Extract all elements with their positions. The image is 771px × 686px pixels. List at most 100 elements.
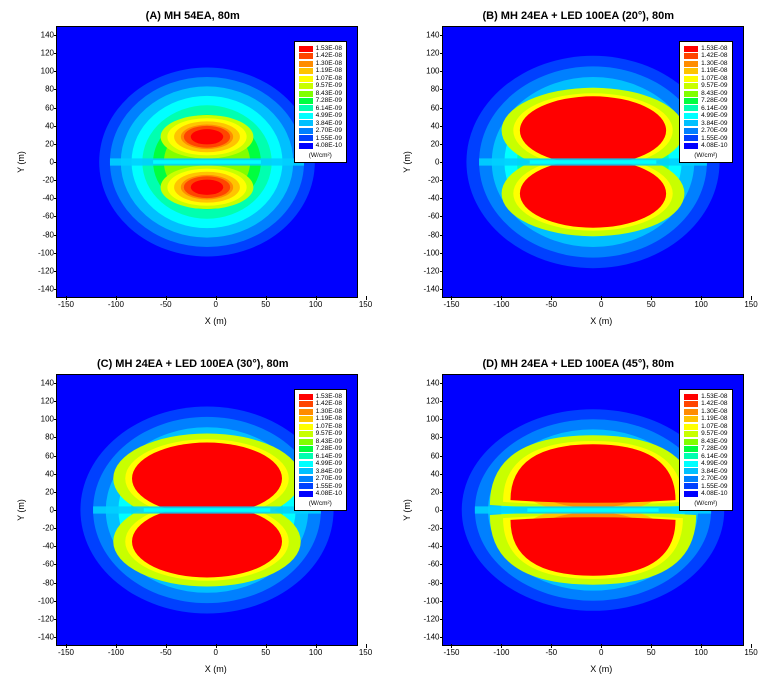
legend-row: 1.07E-08 (684, 75, 727, 82)
panel-D: (D) MH 24EA + LED 100EA (45°), 80m Y (m)… (396, 358, 762, 676)
legend-swatch (684, 91, 698, 97)
x-tick-label: -50 (546, 648, 558, 657)
heatmap-plot: 1.53E-08 1.42E-08 1.30E-08 1.19E-08 1.07… (56, 26, 358, 298)
legend-value: 1.30E-08 (316, 60, 342, 67)
legend-value: 8.43E-09 (701, 90, 727, 97)
legend-row: 1.42E-08 (684, 52, 727, 59)
legend-row: 1.30E-08 (299, 408, 342, 415)
x-tick-label: 0 (214, 648, 218, 657)
y-tick-label: -100 (410, 596, 440, 605)
x-tick-label: 100 (694, 300, 707, 309)
legend-swatch (684, 143, 698, 149)
legend-swatch (684, 439, 698, 445)
legend-swatch (299, 446, 313, 452)
legend-swatch (684, 61, 698, 67)
legend-row: 7.28E-09 (684, 97, 727, 104)
x-tick-label: 50 (647, 300, 656, 309)
y-tick-label: 0 (410, 506, 440, 515)
legend-swatch (684, 394, 698, 400)
legend-value: 8.43E-09 (701, 438, 727, 445)
y-tick-label: -60 (410, 560, 440, 569)
x-tick-label: 0 (214, 300, 218, 309)
legend-row: 1.55E-09 (299, 135, 342, 142)
y-tick-label: 20 (24, 487, 54, 496)
y-tick-label: 40 (410, 469, 440, 478)
legend-row: 2.70E-09 (684, 475, 727, 482)
x-tick-label: -100 (493, 300, 509, 309)
y-tick-label: 100 (410, 415, 440, 424)
legend-row: 4.99E-09 (299, 460, 342, 467)
legend-value: 1.19E-08 (701, 415, 727, 422)
legend-swatch (684, 446, 698, 452)
panel-A: (A) MH 54EA, 80m Y (m) -140-120-100-80-6… (10, 10, 376, 328)
legend-row: 1.53E-08 (299, 45, 342, 52)
legend-swatch (299, 128, 313, 134)
legend-swatch (299, 53, 313, 59)
legend-row: 2.70E-09 (299, 127, 342, 134)
x-tick-label: 50 (647, 648, 656, 657)
y-tick-label: 0 (410, 158, 440, 167)
panel-B: (B) MH 24EA + LED 100EA (20°), 80m Y (m)… (396, 10, 762, 328)
legend-value: 1.53E-08 (316, 45, 342, 52)
legend-swatch (684, 46, 698, 52)
legend-value: 1.53E-08 (316, 393, 342, 400)
legend-swatch (684, 83, 698, 89)
x-tick-label: 100 (309, 300, 322, 309)
legend-value: 7.28E-09 (701, 97, 727, 104)
legend-swatch (684, 98, 698, 104)
legend-row: 2.70E-09 (299, 475, 342, 482)
legend-value: 1.42E-08 (701, 400, 727, 407)
x-tick-label: 150 (359, 300, 372, 309)
colorbar-legend: 1.53E-08 1.42E-08 1.30E-08 1.19E-08 1.07… (294, 41, 347, 163)
legend-swatch (684, 416, 698, 422)
legend-swatch (684, 68, 698, 74)
y-tick-label: -100 (24, 596, 54, 605)
legend-row: 1.07E-08 (299, 423, 342, 430)
legend-row: 1.42E-08 (684, 400, 727, 407)
legend-value: 4.99E-09 (316, 112, 342, 119)
legend-value: 1.42E-08 (316, 400, 342, 407)
x-ticks: -150-100-50050100150 (56, 648, 376, 660)
legend-value: 1.30E-08 (316, 408, 342, 415)
x-tick-label: -150 (58, 648, 74, 657)
legend-swatch (684, 453, 698, 459)
x-tick-label: 50 (261, 648, 270, 657)
y-tick-label: 100 (410, 67, 440, 76)
legend-value: 9.57E-09 (316, 430, 342, 437)
legend-row: 7.28E-09 (299, 97, 342, 104)
y-tick-label: 0 (24, 506, 54, 515)
x-axis-label: X (m) (205, 664, 227, 674)
legend-row: 9.57E-09 (299, 430, 342, 437)
legend-value: 1.07E-08 (701, 423, 727, 430)
legend-row: 1.55E-09 (299, 483, 342, 490)
legend-row: 4.99E-09 (299, 112, 342, 119)
legend-swatch (684, 135, 698, 141)
legend-value: 1.30E-08 (701, 408, 727, 415)
legend-row: 4.08E-10 (299, 490, 342, 497)
y-tick-label: 120 (24, 397, 54, 406)
legend-swatch (299, 476, 313, 482)
legend-row: 4.08E-10 (684, 490, 727, 497)
legend-unit: (W/cm²) (299, 500, 342, 507)
legend-row: 1.07E-08 (684, 423, 727, 430)
legend-value: 1.19E-08 (316, 67, 342, 74)
legend-row: 3.84E-09 (684, 120, 727, 127)
y-tick-label: -20 (410, 176, 440, 185)
legend-swatch (684, 468, 698, 474)
legend-swatch (299, 424, 313, 430)
legend-row: 4.99E-09 (684, 460, 727, 467)
legend-value: 3.84E-09 (316, 468, 342, 475)
y-tick-label: -120 (410, 614, 440, 623)
legend-value: 1.42E-08 (316, 52, 342, 59)
heatmap-plot: 1.53E-08 1.42E-08 1.30E-08 1.19E-08 1.07… (442, 26, 744, 298)
x-tick-label: -100 (493, 648, 509, 657)
legend-row: 1.55E-09 (684, 483, 727, 490)
x-tick-label: 100 (309, 648, 322, 657)
colorbar-legend: 1.53E-08 1.42E-08 1.30E-08 1.19E-08 1.07… (679, 41, 732, 163)
legend-value: 4.99E-09 (701, 460, 727, 467)
legend-row: 8.43E-09 (684, 90, 727, 97)
legend-value: 3.84E-09 (701, 468, 727, 475)
legend-swatch (299, 83, 313, 89)
legend-value: 2.70E-09 (316, 127, 342, 134)
y-tick-label: 40 (24, 121, 54, 130)
